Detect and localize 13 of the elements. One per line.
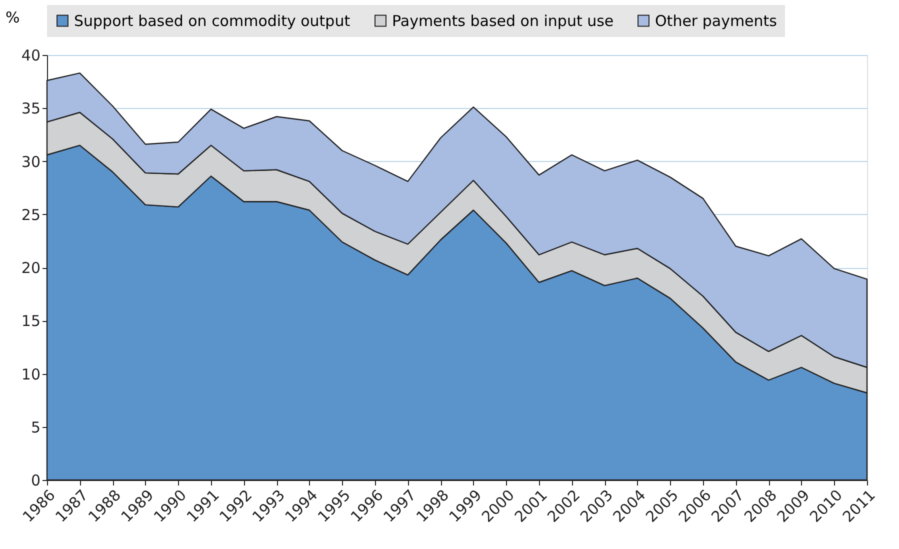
y-tick-label: 40 [21, 46, 40, 64]
y-tick-label: 20 [21, 259, 40, 277]
y-tick-label: 35 [21, 100, 40, 118]
legend-label: Payments based on input use [392, 12, 614, 30]
y-tick-label: 0 [30, 472, 40, 490]
y-axis-title: % [6, 8, 20, 26]
y-tick-label: 15 [21, 312, 40, 330]
y-tick-label: 10 [21, 365, 40, 384]
legend-label: Support based on commodity output [74, 12, 350, 30]
y-tick-label: 5 [30, 418, 40, 436]
y-tick-label: 30 [21, 152, 40, 171]
y-tick-label: 25 [21, 206, 40, 224]
legend-label: Other payments [655, 12, 778, 30]
